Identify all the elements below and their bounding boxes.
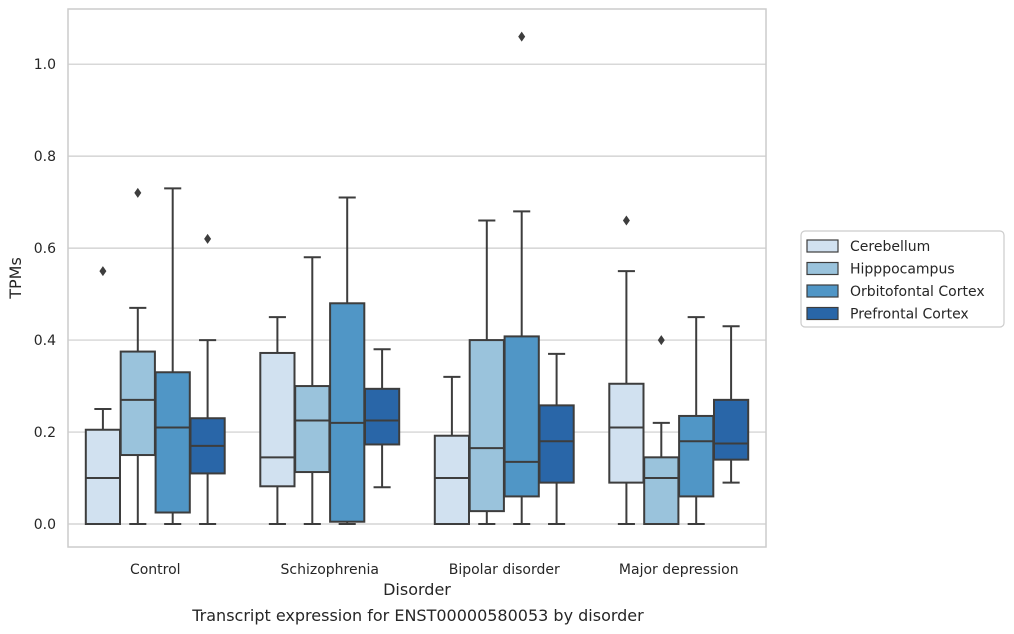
box-1-1 [294, 256, 331, 526]
legend-frame [800, 230, 1005, 328]
box-iqr [119, 350, 156, 457]
box-iqr [712, 398, 750, 461]
box-iqr [643, 456, 680, 526]
box-0-0 [84, 266, 122, 526]
box-2-1 [329, 196, 366, 526]
box-iqr [433, 434, 471, 526]
legend-label: Orbitofontal Cortex [850, 284, 985, 300]
outlier-marker [99, 266, 107, 277]
legend-label: Cerebellum [850, 239, 930, 255]
box-iqr [538, 404, 575, 484]
legend-swatch [806, 284, 839, 298]
box-0-1 [259, 316, 296, 526]
x-tick-labels: Control Schizophrenia Bipolar disorder Majo… [130, 562, 739, 578]
x-tick-label: Schizophrenia [281, 562, 379, 578]
y-tick-label: 0.6 [34, 241, 56, 257]
y-tick-label: 0.2 [34, 425, 56, 441]
x-tick-label: Control [130, 562, 181, 578]
y-tick-label: 0.8 [34, 149, 56, 165]
plot-frame [67, 8, 767, 548]
y-axis-label: TPMs [6, 257, 25, 300]
box-3-3 [712, 325, 750, 484]
box-1-3 [643, 335, 680, 526]
box-1-2 [468, 219, 505, 526]
outlier-marker [518, 31, 526, 42]
outlier-marker [622, 215, 630, 226]
legend-label: Prefrontal Cortex [850, 307, 969, 323]
legend-swatch [806, 306, 839, 321]
box-1-0 [119, 187, 156, 526]
legend-swatch [806, 239, 839, 253]
box-iqr [363, 387, 401, 446]
box-3-1 [363, 348, 401, 489]
box-iqr [294, 385, 331, 474]
box-2-3 [678, 316, 715, 526]
x-tick-label: Bipolar disorder [449, 562, 560, 578]
box-2-0 [154, 187, 191, 526]
box-iqr [329, 302, 366, 523]
box-2-2 [503, 31, 540, 526]
box-3-2 [538, 352, 575, 526]
legend-swatch [806, 261, 839, 276]
box-iqr [259, 351, 296, 488]
box-0-2 [433, 375, 471, 526]
outlier-marker [204, 233, 212, 244]
y-tick-labels: 0.0 0.2 0.4 0.6 0.8 1.0 [34, 57, 56, 533]
box-iqr [608, 382, 645, 484]
outlier-marker [657, 335, 665, 346]
box-iqr [468, 339, 505, 513]
box-iqr [503, 335, 540, 498]
box-0-3 [608, 215, 645, 526]
x-tick-label: Major depression [619, 562, 739, 578]
legend: Cerebellum Hipppocampus Orbitofontal Corte… [800, 230, 1005, 328]
boxes [84, 31, 750, 526]
box-iqr [678, 414, 715, 498]
figure-caption: Transcript expression for ENST0000058005… [192, 606, 644, 625]
y-tick-label: 1.0 [34, 57, 56, 73]
x-axis-label: Disorder [383, 580, 451, 599]
box-3-0 [189, 233, 226, 526]
box-iqr [84, 428, 122, 526]
legend-label: Hipppocampus [850, 262, 955, 278]
box-iqr [154, 371, 191, 514]
y-tick-label: 0.0 [34, 517, 56, 533]
outlier-marker [134, 187, 142, 198]
y-tick-label: 0.4 [34, 333, 56, 349]
